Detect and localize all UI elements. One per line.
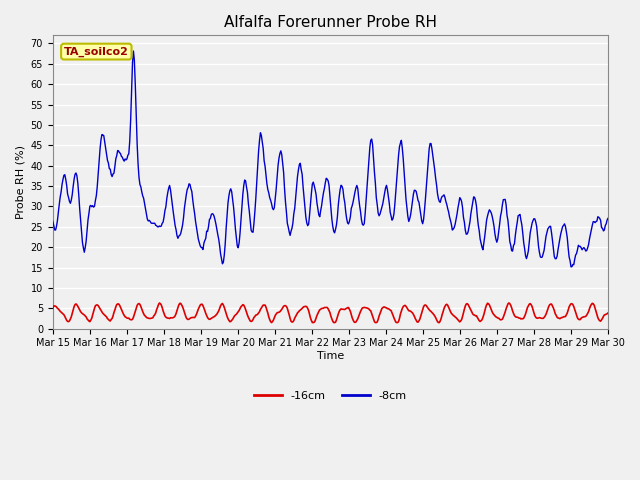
Legend: -16cm, -8cm: -16cm, -8cm <box>250 386 412 405</box>
X-axis label: Time: Time <box>317 351 344 361</box>
Text: TA_soilco2: TA_soilco2 <box>64 47 129 57</box>
Title: Alfalfa Forerunner Probe RH: Alfalfa Forerunner Probe RH <box>224 15 437 30</box>
Y-axis label: Probe RH (%): Probe RH (%) <box>15 145 25 219</box>
